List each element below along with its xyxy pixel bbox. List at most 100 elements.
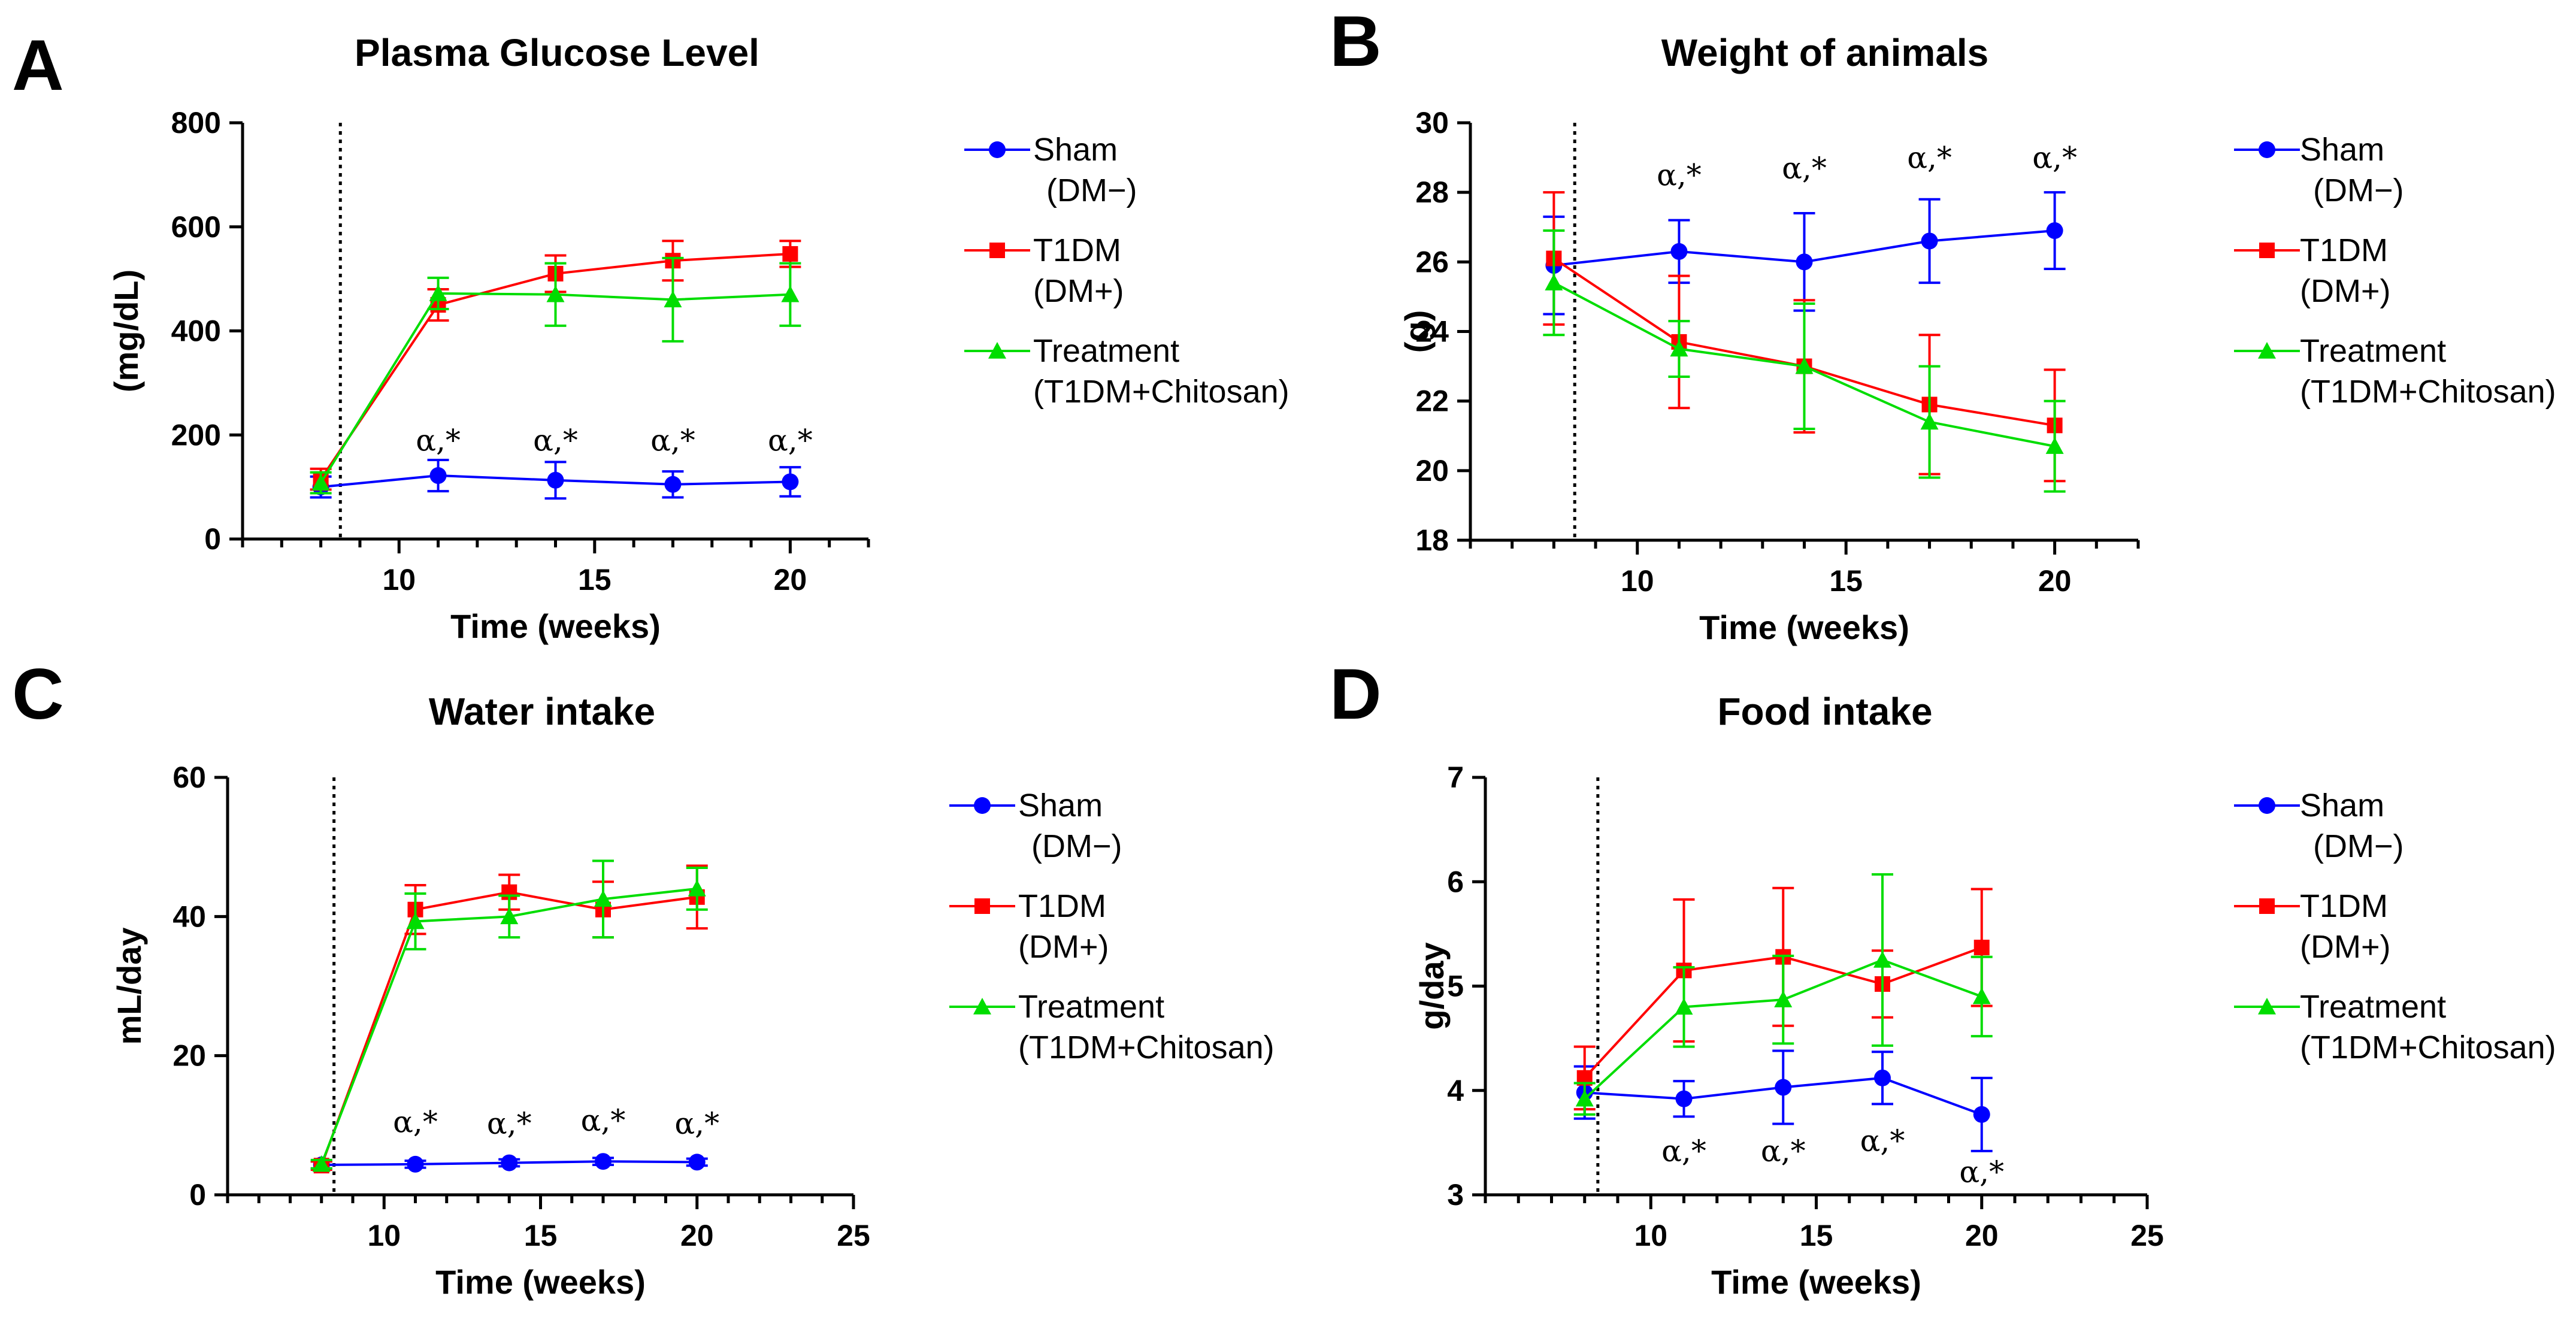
x-tick-label: 15 <box>578 563 612 597</box>
significance-label: α,* <box>1661 1134 1706 1168</box>
chart-title: Food intake <box>1717 690 1932 733</box>
series-treatment <box>310 256 801 495</box>
series-sham <box>1543 191 2066 316</box>
legend-marker <box>2258 342 2276 359</box>
panel-letter: D <box>1330 654 1382 734</box>
y-tick-label: 6 <box>1447 865 1464 898</box>
panel-letter: B <box>1330 1 1382 81</box>
data-point <box>781 285 800 302</box>
data-point <box>2046 222 2063 240</box>
y-tick-label: 0 <box>204 522 221 556</box>
x-tick-label: 25 <box>837 1219 870 1252</box>
x-tick-label: 15 <box>1829 564 1863 598</box>
significance-label: α,* <box>416 423 461 458</box>
legend-marker <box>973 998 991 1015</box>
significance-label: α,* <box>581 1103 626 1138</box>
data-point <box>1545 274 1563 290</box>
x-axis-label: Time (weeks) <box>450 607 661 645</box>
data-point <box>595 1153 612 1170</box>
x-tick-label: 20 <box>680 1219 714 1252</box>
data-point <box>311 474 330 491</box>
legend-sublabel: (T1DM+Chitosan) <box>2300 1030 2556 1065</box>
legend-marker <box>2259 243 2275 258</box>
significance-label: α,* <box>1959 1155 2004 1189</box>
series-treatment <box>1573 873 1993 1116</box>
legend-sublabel: (T1DM+Chitosan) <box>1033 374 1289 410</box>
y-tick-label: 20 <box>172 1039 206 1073</box>
y-axis-label: (g) <box>1398 310 1436 353</box>
significance-label: α,* <box>393 1104 438 1139</box>
x-tick-label: 10 <box>382 563 416 597</box>
legend-marker <box>2259 898 2275 914</box>
data-point <box>1670 340 1688 357</box>
legend-marker <box>989 141 1006 158</box>
y-tick-label: 28 <box>1415 175 1449 209</box>
significance-label: α,* <box>2032 141 2077 175</box>
significance-label: α,* <box>650 423 695 458</box>
legend-sublabel: (DM+) <box>2300 929 2390 965</box>
y-tick-label: 20 <box>1415 454 1449 488</box>
data-point <box>1675 998 1693 1015</box>
data-point <box>546 285 565 302</box>
significance-label: α,* <box>533 423 578 458</box>
data-point <box>688 1153 706 1171</box>
data-point <box>407 1155 424 1173</box>
significance-label: α,* <box>1907 141 1952 175</box>
data-point <box>500 907 519 925</box>
panel-d: D Food intake 3 4 5 6 7 10 15 20 25 Time (weeks) g/d… <box>1330 654 2556 1301</box>
data-point <box>1921 232 1938 250</box>
legend-marker <box>989 243 1005 258</box>
legend-sublabel: (T1DM+Chitosan) <box>1018 1030 1275 1065</box>
legend-sublabel: (DM−) <box>1046 172 1137 208</box>
y-axis-label: g/day <box>1413 942 1451 1030</box>
x-tick-label: 20 <box>2038 564 2072 598</box>
legend-marker <box>2259 141 2275 158</box>
data-point <box>1670 243 1688 260</box>
y-tick-label: 30 <box>1415 106 1449 140</box>
y-tick-label: 0 <box>189 1178 206 1212</box>
x-tick-label: 15 <box>1800 1219 1833 1252</box>
y-tick-label: 200 <box>171 418 221 452</box>
x-tick-label: 10 <box>1621 564 1654 598</box>
y-tick-label: 4 <box>1447 1074 1464 1107</box>
x-axis-label: Time (weeks) <box>435 1263 646 1301</box>
y-tick-label: 600 <box>171 210 221 244</box>
y-axis-label: (mg/dL) <box>107 270 145 392</box>
y-tick-label: 22 <box>1415 384 1449 418</box>
x-tick-label: 20 <box>774 563 807 597</box>
chart-title: Weight of animals <box>1661 31 1988 74</box>
data-point <box>1973 1106 1990 1123</box>
data-point <box>782 473 799 491</box>
legend-marker <box>2258 998 2276 1015</box>
data-point <box>2045 437 2064 454</box>
data-point <box>406 912 425 930</box>
data-point <box>1920 413 1939 430</box>
legend-sublabel: (DM−) <box>2313 172 2404 208</box>
series-treatment <box>1543 229 2066 493</box>
legend-marker <box>2259 797 2275 814</box>
y-tick-label: 40 <box>172 900 206 933</box>
data-point <box>547 471 564 489</box>
data-point <box>1874 1069 1891 1086</box>
x-tick-label: 10 <box>1634 1219 1667 1252</box>
legend-label: T1DM <box>2300 888 2388 924</box>
legend-label: T1DM <box>1018 888 1106 924</box>
data-point <box>1675 1090 1693 1107</box>
data-point <box>1575 1089 1594 1107</box>
legend-marker <box>974 797 991 814</box>
x-axis-label: Time (weeks) <box>1699 608 1909 646</box>
data-point <box>1796 253 1813 271</box>
y-tick-label: 5 <box>1447 970 1464 1003</box>
chart-title: Plasma Glucose Level <box>355 31 759 74</box>
panel-letter: C <box>12 654 64 734</box>
y-tick-label: 3 <box>1447 1178 1464 1212</box>
legend-sublabel: (T1DM+Chitosan) <box>2300 374 2556 410</box>
data-point <box>1972 987 1991 1004</box>
legend-sublabel: (DM−) <box>2313 828 2404 864</box>
x-axis-label: Time (weeks) <box>1711 1263 1921 1301</box>
x-tick-label: 25 <box>2130 1219 2164 1252</box>
data-point <box>664 476 682 493</box>
significance-label: α,* <box>768 423 813 458</box>
legend-sublabel: (DM+) <box>1018 929 1109 965</box>
